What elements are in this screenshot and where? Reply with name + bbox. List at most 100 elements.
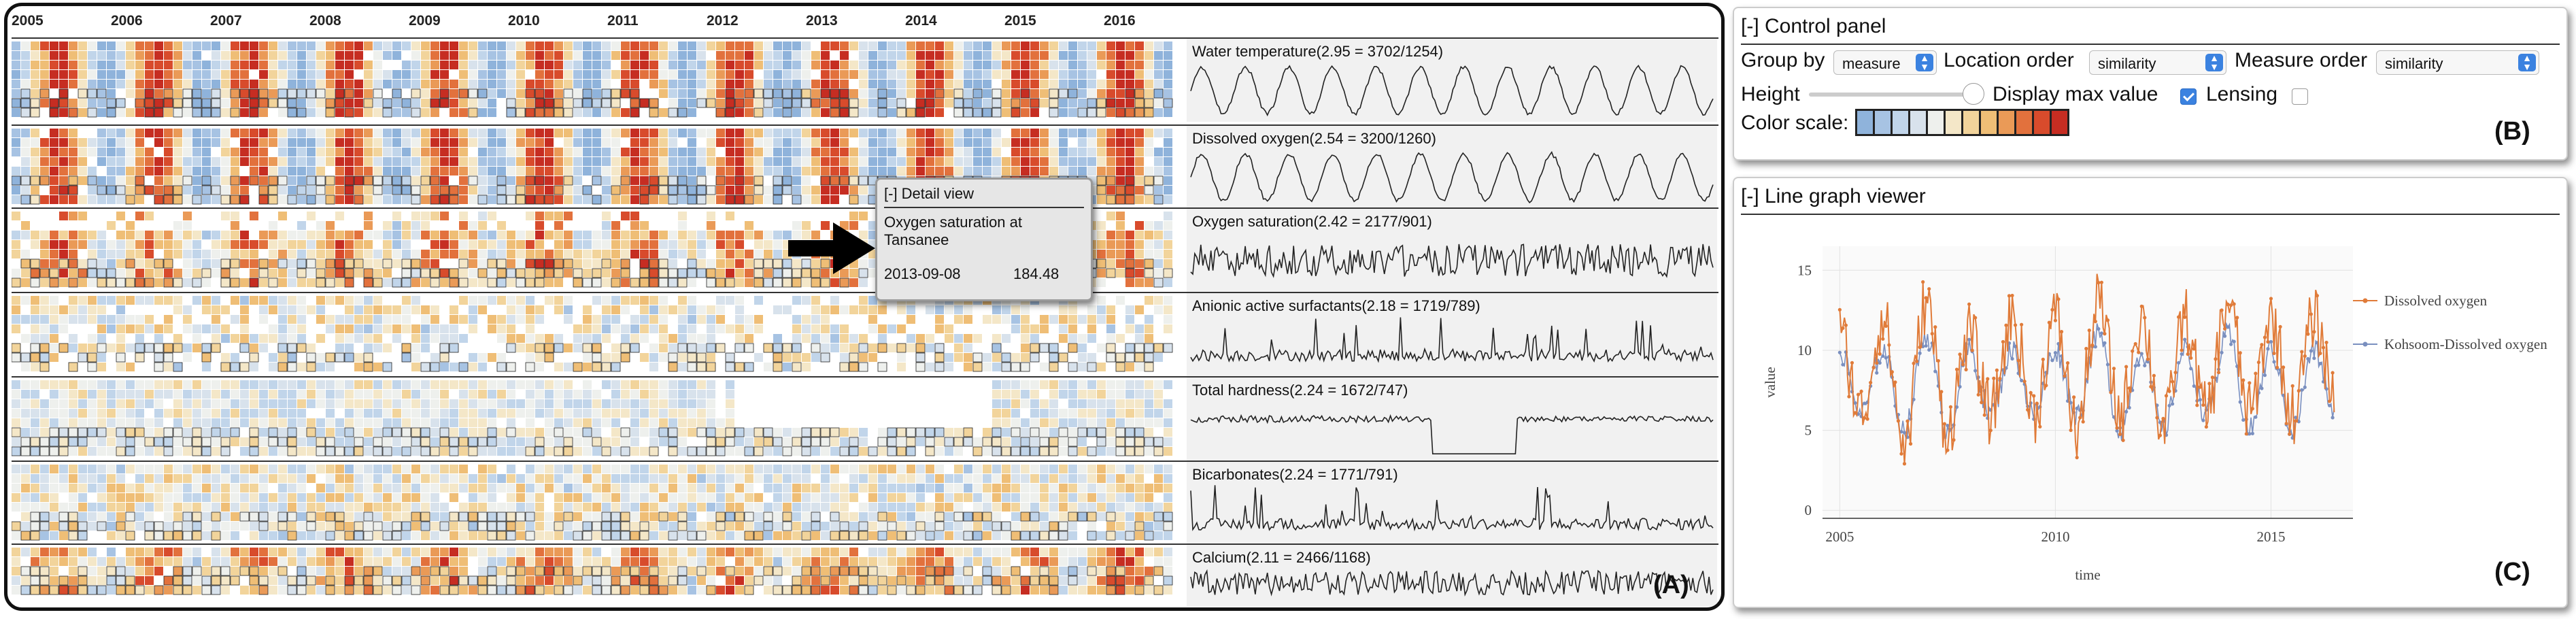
- data-point: [2220, 350, 2224, 354]
- lensing-checkbox[interactable]: [2292, 88, 2308, 105]
- data-point: [1908, 441, 1913, 446]
- data-point: [1924, 344, 1928, 348]
- data-point: [2041, 357, 2045, 361]
- data-point: [1871, 365, 1876, 370]
- color-swatch: [1857, 111, 1873, 134]
- measure-sparkline[interactable]: Bicarbonates(2.24 = 1771/791): [1187, 462, 1717, 545]
- data-point: [1918, 351, 1922, 355]
- series-line[interactable]: [1839, 322, 2335, 441]
- data-point: [2063, 374, 2067, 378]
- line-graph-viewer-title[interactable]: [-] Line graph viewer: [1741, 185, 1926, 207]
- data-point: [1837, 350, 1842, 354]
- year-label: 2007: [210, 13, 242, 29]
- data-point: [2022, 380, 2027, 384]
- measure-sparkline[interactable]: Calcium(2.11 = 2466/1168): [1187, 545, 1717, 606]
- data-point: [2207, 382, 2211, 386]
- display-max-label: Display max value: [1993, 83, 2158, 105]
- data-point: [2001, 339, 2005, 344]
- data-point: [1927, 287, 1931, 291]
- measure-label: Calcium(2.11 = 2466/1168): [1192, 549, 1371, 566]
- data-point: [2118, 432, 2122, 436]
- data-point: [2278, 324, 2282, 329]
- data-point: [2238, 400, 2242, 404]
- data-point: [2260, 343, 2264, 347]
- detail-view-title[interactable]: [-] Detail view: [884, 185, 975, 202]
- data-point: [2137, 363, 2141, 367]
- data-point: [2099, 280, 2103, 284]
- data-point: [2053, 350, 2058, 355]
- data-point: [2152, 373, 2156, 378]
- location-order-select[interactable]: similarity ▲ ▼: [2089, 50, 2226, 75]
- data-point: [1887, 343, 1891, 347]
- data-point: [2137, 350, 2141, 354]
- data-point: [2103, 341, 2107, 345]
- measure-sparkline[interactable]: Dissolved oxygen(2.54 = 3200/1260): [1187, 126, 1717, 209]
- height-slider-handle[interactable]: [1963, 83, 1984, 105]
- data-point: [2324, 340, 2328, 345]
- data-point: [2155, 416, 2159, 420]
- measure-sparkline[interactable]: Oxygen saturation(2.42 = 2177/901): [1187, 209, 1717, 292]
- measure-heatmap[interactable]: [12, 378, 1181, 461]
- series-line[interactable]: [1839, 273, 2335, 464]
- data-point: [1841, 363, 1845, 367]
- data-point: [2303, 354, 2307, 358]
- data-point: [2327, 403, 2332, 407]
- control-panel-title[interactable]: [-] Control panel: [1741, 15, 1886, 37]
- data-point: [2167, 403, 2171, 407]
- data-point: [1988, 429, 1993, 433]
- data-point: [1924, 296, 1928, 300]
- measure-sparkline[interactable]: Total hardness(2.24 = 1672/747): [1187, 378, 1717, 461]
- data-point: [2093, 345, 2097, 349]
- data-point: [1893, 380, 1897, 384]
- data-point: [2214, 357, 2218, 361]
- measure-heatmap[interactable]: [12, 462, 1181, 545]
- data-point: [1933, 325, 1937, 329]
- data-point: [1905, 419, 1910, 423]
- data-point: [2177, 315, 2181, 319]
- data-point: [2075, 456, 2079, 460]
- data-point: [2078, 416, 2082, 420]
- display-max-checkbox[interactable]: [2180, 88, 2197, 105]
- data-point: [1899, 430, 1903, 434]
- data-point: [2204, 424, 2208, 429]
- data-point: [2013, 323, 2018, 327]
- data-point: [2121, 438, 2125, 442]
- data-point: [2139, 352, 2143, 356]
- measure-heatmap[interactable]: [12, 39, 1181, 122]
- detail-view-date: 2013-09-08: [884, 265, 961, 282]
- data-point: [1986, 377, 1990, 381]
- data-point: [2112, 367, 2116, 371]
- measure-order-select[interactable]: similarity ▲ ▼: [2376, 50, 2539, 75]
- measure-label: Total hardness(2.24 = 1672/747): [1192, 382, 1408, 399]
- measure-heatmap[interactable]: [12, 293, 1181, 376]
- location-order-label: Location order: [1944, 49, 2074, 71]
- data-point: [2056, 297, 2061, 301]
- lensing-label: Lensing: [2206, 83, 2278, 105]
- data-point: [2331, 371, 2335, 375]
- data-point: [2010, 293, 2014, 298]
- data-point: [2047, 320, 2051, 324]
- data-point: [2312, 356, 2316, 361]
- data-point: [2318, 351, 2322, 356]
- data-point: [2146, 360, 2150, 364]
- data-point: [2222, 327, 2227, 331]
- data-point: [2198, 398, 2202, 402]
- data-point: [1902, 462, 1907, 466]
- measure-heatmap[interactable]: [12, 545, 1181, 606]
- data-point: [2189, 367, 2193, 371]
- data-point: [2186, 352, 2190, 356]
- data-point: [2050, 307, 2054, 312]
- group-by-select[interactable]: measure ▲ ▼: [1833, 50, 1937, 75]
- line-graph-viewer: [-] Line graph viewer 0 5 10 15 2005 2010 2015…: [1733, 177, 2568, 608]
- data-point: [2093, 319, 2097, 324]
- height-slider-track[interactable]: [1809, 93, 1972, 97]
- measure-sparkline[interactable]: Water temperature(2.95 = 3702/1254): [1187, 39, 1717, 122]
- measure-sparkline[interactable]: Anionic active surfactants(2.18 = 1719/7…: [1187, 293, 1717, 376]
- measure-heatmap[interactable]: [12, 126, 1181, 209]
- data-point: [2321, 346, 2326, 350]
- detail-view-value: 184.48: [1013, 265, 1060, 282]
- data-point: [2303, 385, 2307, 389]
- data-point: [2254, 415, 2258, 419]
- y-axis-label: value: [1762, 367, 1778, 397]
- data-point: [2004, 323, 2008, 327]
